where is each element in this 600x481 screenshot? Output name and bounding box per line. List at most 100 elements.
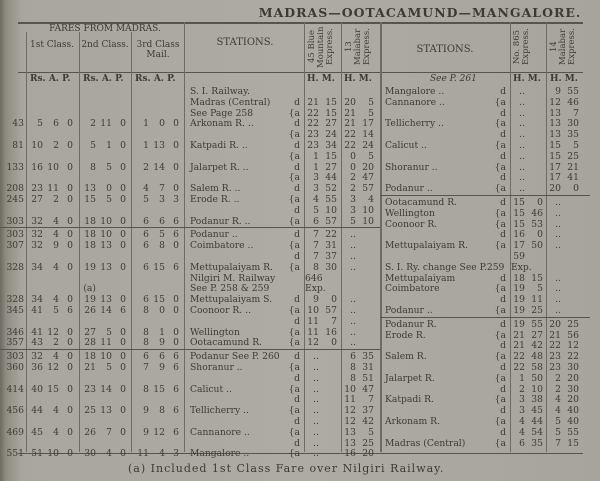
fare-2nd-rs: 25 — [84, 405, 96, 417]
arr-dep-marker: {a — [494, 394, 506, 406]
train-14-time-h: 2 — [555, 372, 561, 384]
train-14-time-h: 23 — [549, 351, 561, 363]
fare-2nd-rs: (a) — [83, 283, 96, 295]
timetable-row: Ootacamund R. d 15 0.. — [380, 197, 590, 209]
fare-2nd-p: 0 — [120, 405, 126, 417]
train-865-time-h: 22 — [513, 351, 525, 363]
train-14-time-m: 56 — [567, 329, 579, 341]
station-name: Podanur .. — [190, 229, 238, 241]
timetable-row: Coimbatore {a 19 5.. — [380, 284, 590, 295]
timetable-row: d 4 54 5 55 — [380, 427, 590, 439]
train-865-time-h: 19 — [513, 283, 525, 295]
train-14-time-h: 17 — [549, 161, 561, 173]
timetable-row: Madras (Central) d 21 15 20 5 — [0, 96, 380, 109]
arr-dep-marker: d — [294, 315, 300, 327]
train-14-time-m: 22 — [567, 351, 579, 363]
train-13-time-h: 13 — [344, 426, 356, 438]
train-13-time-h: 21 — [344, 118, 356, 130]
timetable-row: 551 51 10 0 30 4 0 11 4 3 Mangalore .. {a.. 16 20 — [0, 448, 380, 460]
fare-1st-p: 0 — [67, 351, 73, 363]
fare-2nd-a: 1 — [106, 139, 112, 151]
arr-dep-marker: d — [500, 129, 506, 141]
train-45-time-h: .. — [313, 372, 319, 384]
train-13-time-h: 20 — [344, 96, 356, 108]
train-14-time-h: 4 — [555, 394, 561, 406]
station-name: Calicut .. — [190, 383, 232, 395]
train-865-time-h: Exp. — [511, 261, 532, 273]
fare-3rd-rs: 6 — [143, 240, 149, 252]
fare-2nd-p: 0 — [120, 351, 126, 363]
timetable-row: Madras (Central) {a 6 35 7 15 — [380, 437, 590, 450]
train-45-time-m: 57 — [325, 304, 337, 316]
train-865-time-m: 27 — [531, 329, 543, 341]
timetable-row: 59 — [380, 251, 590, 263]
fare-1st-p: 0 — [67, 448, 73, 460]
arr-dep-marker: {a — [288, 107, 300, 119]
fare-1st-rs: 23 — [31, 183, 43, 195]
miles: 456 — [6, 405, 24, 417]
train-45-time-h: .. — [313, 415, 319, 427]
train-14-time-m: 15 — [567, 437, 579, 449]
timetable-row: d 16 0.. — [380, 230, 590, 241]
train-865-time-h: .. — [519, 161, 525, 173]
arr-dep-marker: d — [500, 172, 506, 184]
fare-2nd-rs: 27 — [84, 326, 96, 338]
arr-dep-marker: {a — [288, 448, 300, 460]
train-14-time-h: 20 — [549, 318, 561, 330]
train-45-time-h: 7 — [313, 250, 319, 262]
arr-dep-marker: {a — [494, 437, 506, 449]
fare-1st-p: 0 — [67, 240, 73, 252]
fare-1st-a: 12 — [47, 326, 59, 338]
train-865-time-h: 15 — [513, 207, 525, 219]
station-name: Arkonam R. .. — [190, 118, 254, 130]
train-14-time-m: 40 — [567, 405, 579, 417]
train-13-time-h: 22 — [344, 129, 356, 141]
train-14-time-h: 2 — [555, 383, 561, 395]
fare-2nd-rs: 26 — [84, 304, 96, 316]
train-45-time-h: 12 — [307, 337, 319, 349]
train-13-time-h: 3 — [350, 204, 356, 216]
timetable-row: Cannanore .. {a.. 12 46 — [380, 97, 590, 109]
timetable-row: Mettupalaiyam d 18 15.. — [380, 272, 590, 285]
arr-dep-marker: {a — [494, 415, 506, 427]
train-45-time-m: 37 — [325, 250, 337, 262]
train-13-time-h: 2 — [350, 183, 356, 195]
fare-3rd-a: 12 — [153, 426, 165, 438]
fare-2nd-p: 0 — [120, 426, 126, 438]
timetable-row: 81 10 2 0 5 1 0 1 13 0 Katpadi R. .. d 23 34 22 24 — [0, 139, 380, 152]
fare-3rd-p: 6 — [173, 229, 179, 241]
train-13-time-m: 10 — [362, 204, 374, 216]
timetable-row: 133 16 10 0 8 5 0 2 14 0 Jalarpet R. .. d 1 27 0 20 — [0, 162, 380, 174]
arr-dep-marker: d — [500, 405, 506, 417]
timetable-row: Mangalore .. d.. 9 55 — [380, 86, 590, 98]
timetable-row: d 19 11.. — [380, 294, 590, 306]
fare-3rd-a: 15 — [153, 261, 165, 273]
timetable-row: {a 3 44 2 47 — [0, 173, 380, 184]
arr-dep-marker: d — [500, 361, 506, 373]
train-45-time-m: 31 — [325, 240, 337, 252]
train-14-time-h: 13 — [549, 107, 561, 119]
train-14-time-m: 41 — [567, 172, 579, 184]
fare-2nd-p: 0 — [120, 240, 126, 252]
timetable-row: d.. 13 7 — [380, 107, 590, 120]
miles: 81 — [12, 139, 24, 151]
train-13-time-m: 42 — [362, 415, 374, 427]
fare-3rd-a: 9 — [159, 337, 165, 349]
station-name: Tellicherry .. — [385, 118, 444, 130]
fare-1st-a: 4 — [53, 426, 59, 438]
fare-2nd-a: 5 — [106, 326, 112, 338]
train-865-time-m: 15 — [531, 272, 543, 284]
arr-dep-marker: {a — [494, 218, 506, 230]
station-name: Mangalore .. — [190, 448, 250, 460]
arr-dep-marker: {a — [288, 426, 300, 438]
train-45-time-h: 21 — [307, 96, 319, 108]
train-13-time-h: .. — [350, 240, 356, 252]
station-name: Arkonam R. — [385, 415, 440, 427]
train-13-time-h: 16 — [344, 448, 356, 460]
miles: 303 — [6, 215, 24, 227]
miles: 357 — [6, 337, 24, 349]
station-name: Madras (Central) — [190, 96, 271, 108]
fare-2nd-p: 0 — [120, 337, 126, 349]
fare-3rd-rs: 5 — [143, 193, 149, 205]
train-865-time-m: 35 — [531, 437, 543, 449]
